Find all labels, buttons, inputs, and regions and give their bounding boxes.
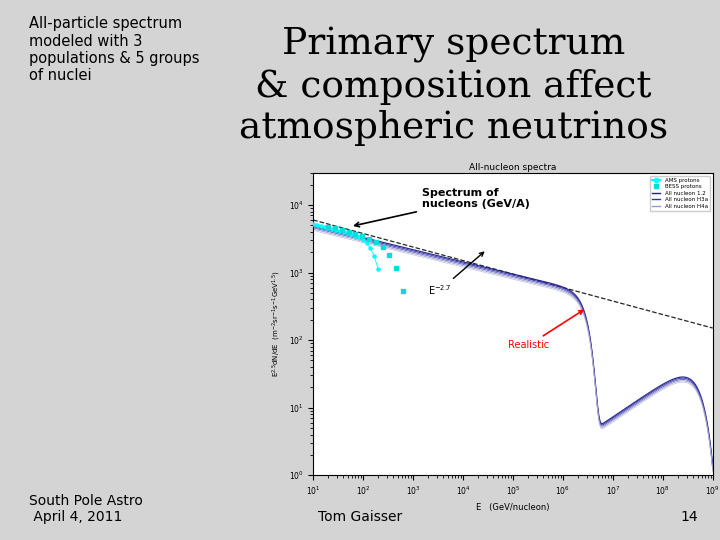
- Point: [384, 251, 395, 259]
- Point: [346, 230, 357, 239]
- Point: [330, 226, 342, 234]
- Point: [397, 287, 409, 296]
- Text: Primary spectrum
& composition affect
atmospheric neutrinos: Primary spectrum & composition affect at…: [239, 27, 668, 146]
- Point: [342, 228, 354, 237]
- Text: Spectrum of
nucleons (GeV/A): Spectrum of nucleons (GeV/A): [355, 188, 530, 227]
- Point: [350, 230, 361, 238]
- Point: [327, 225, 338, 233]
- Point: [369, 252, 380, 261]
- Point: [336, 226, 348, 234]
- Point: [329, 224, 341, 233]
- Point: [334, 227, 346, 235]
- Point: [370, 238, 382, 246]
- Text: All-particle spectrum
modeled with 3
populations & 5 groups
of nuclei: All-particle spectrum modeled with 3 pop…: [29, 16, 199, 83]
- Point: [357, 235, 369, 244]
- Text: E$^{-2.7}$: E$^{-2.7}$: [428, 252, 484, 297]
- Point: [390, 264, 402, 272]
- Point: [354, 233, 365, 242]
- Point: [365, 244, 377, 253]
- Y-axis label: E$^{2.5}$dN/dE  (m$^{-2}$sr$^{-1}$s$^{-1}$GeV$^{1.5}$): E$^{2.5}$dN/dE (m$^{-2}$sr$^{-1}$s$^{-1}…: [271, 271, 283, 377]
- Point: [377, 242, 388, 251]
- Point: [323, 224, 334, 232]
- X-axis label: E   (GeV/nucleon): E (GeV/nucleon): [476, 503, 550, 512]
- Point: [372, 265, 384, 273]
- Point: [364, 234, 375, 243]
- Text: 14: 14: [681, 510, 698, 524]
- Text: Tom Gaisser: Tom Gaisser: [318, 510, 402, 524]
- Point: [338, 227, 349, 236]
- Point: [315, 222, 327, 231]
- Point: [311, 221, 323, 230]
- Point: [307, 220, 319, 228]
- Point: [343, 227, 354, 236]
- Point: [356, 232, 368, 240]
- Point: [361, 239, 372, 247]
- Text: South Pole Astro
 April 4, 2011: South Pole Astro April 4, 2011: [29, 494, 143, 524]
- Text: Realistic: Realistic: [508, 310, 583, 350]
- Point: [323, 222, 334, 231]
- Legend: AMS protons, BESS protons, All nucleon 1.2, All nucleon H3a, All nucleon H4a: AMS protons, BESS protons, All nucleon 1…: [649, 176, 710, 211]
- Point: [349, 231, 361, 240]
- Point: [319, 222, 330, 231]
- Title: All-nucleon spectra: All-nucleon spectra: [469, 163, 557, 172]
